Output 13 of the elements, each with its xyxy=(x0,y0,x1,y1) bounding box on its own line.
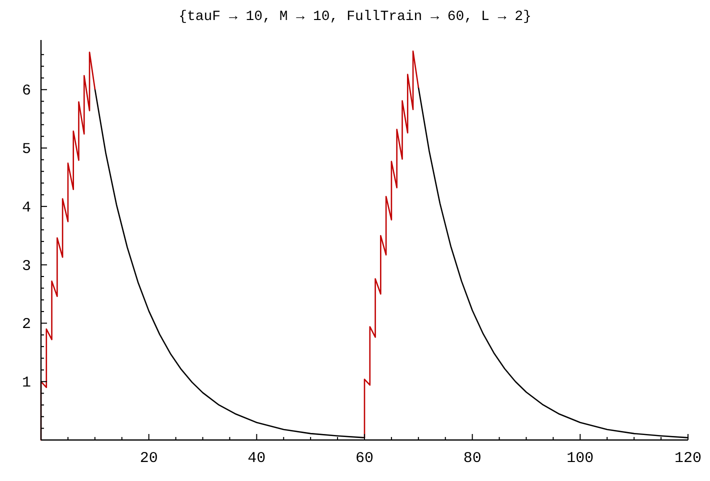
y-tick-label: 4 xyxy=(22,199,31,216)
x-tick-label: 120 xyxy=(674,450,702,467)
y-tick-label: 6 xyxy=(22,82,31,100)
y-tick-label: 3 xyxy=(22,258,31,275)
x-tick-label: 60 xyxy=(355,450,374,467)
x-tick-label: 80 xyxy=(463,450,482,467)
chart-title: {tauF → 10, M → 10, FullTrain → 60, L → 2} xyxy=(178,9,532,25)
x-tick-label: 100 xyxy=(566,450,594,467)
y-tick-label: 5 xyxy=(22,141,31,158)
x-tick-label: 20 xyxy=(140,450,158,467)
x-tick-label: 40 xyxy=(248,450,266,467)
y-tick-label: 2 xyxy=(22,316,31,334)
y-tick-label: 1 xyxy=(22,374,31,392)
